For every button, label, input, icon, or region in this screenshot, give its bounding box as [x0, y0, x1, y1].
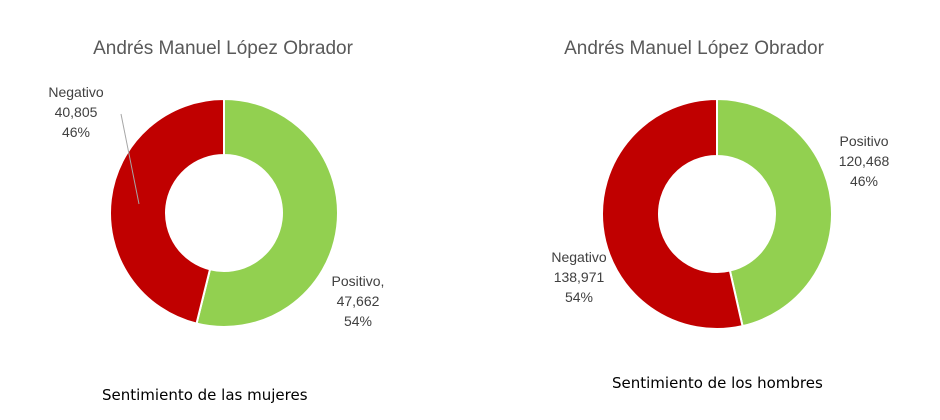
leader-line	[120, 113, 140, 205]
slice-label-percent: 54%	[564, 289, 594, 305]
donut-chart-hombres	[601, 97, 833, 330]
slice-label-value: 120,468	[838, 153, 890, 169]
donut-slice-positivo	[716, 97, 833, 328]
slice-label-positivo: Positivo, 47,662 54%	[318, 271, 398, 331]
chart-caption: Sentimiento de las mujeres	[102, 386, 308, 404]
slice-label-positivo: Positivo 120,468 46%	[828, 131, 900, 191]
chart-caption: Sentimiento de los hombres	[612, 374, 823, 392]
slice-label-name: Negativo	[551, 249, 607, 265]
slice-label-value: 47,662	[336, 293, 380, 309]
donut-chart-mujeres	[109, 97, 339, 328]
slice-label-name: Negativo	[48, 84, 104, 100]
donut-slice-negativo	[601, 97, 744, 330]
slice-label-name: Positivo	[839, 133, 889, 149]
donut-slice-positivo	[195, 97, 339, 328]
chart-title: Andrés Manuel López Obrador	[93, 38, 353, 59]
slice-label-percent: 46%	[61, 124, 91, 140]
slice-label-negativo: Negativo 138,971 54%	[543, 247, 615, 307]
slice-label-percent: 54%	[343, 313, 373, 329]
slice-label-negativo: Negativo 40,805 46%	[38, 82, 114, 142]
slice-label-percent: 46%	[849, 173, 879, 189]
slice-label-name: Positivo,	[331, 273, 385, 289]
donut-slice-negativo	[109, 97, 225, 325]
slice-label-value: 40,805	[54, 104, 98, 120]
chart-title: Andrés Manuel López Obrador	[564, 38, 824, 59]
slice-label-value: 138,971	[553, 269, 605, 285]
chart-panel-mujeres: Andrés Manuel López Obrador Negativo 40,…	[38, 38, 398, 404]
chart-panel-hombres: Andrés Manuel López Obrador Positivo 120…	[470, 0, 940, 420]
